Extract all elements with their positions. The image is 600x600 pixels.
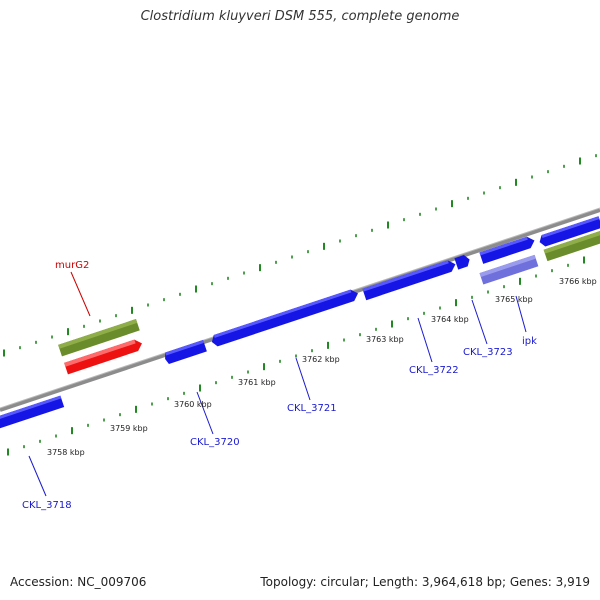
tick-row-upper bbox=[3, 154, 597, 357]
gene-upper-right bbox=[539, 216, 600, 247]
gene-ckl-3721 bbox=[211, 289, 359, 347]
gene-murG2 bbox=[64, 339, 142, 375]
topology-stats: Topology: circular; Length: 3,964,618 bp… bbox=[260, 575, 590, 589]
gene-label-murg2: murG2 bbox=[55, 260, 89, 271]
tick-row-lower bbox=[7, 256, 585, 456]
gene-label-ckl-3718: CKL_3718 bbox=[22, 500, 72, 511]
scale-label-3762: 3762 kbp bbox=[302, 355, 340, 364]
map-title: Clostridium kluyveri DSM 555, complete g… bbox=[140, 9, 460, 24]
gene-small-3722b bbox=[454, 255, 470, 270]
gene-label-ckl-3723: CKL_3723 bbox=[463, 347, 513, 358]
scale-label-3766: 3766 kbp bbox=[559, 277, 597, 286]
scale-label-3759: 3759 kbp bbox=[110, 424, 148, 433]
gene-ckl-3718 bbox=[0, 395, 65, 431]
gene-ckl-3723 bbox=[479, 236, 535, 264]
scale-label-3761: 3761 kbp bbox=[238, 378, 276, 387]
scale-label-3763: 3763 kbp bbox=[366, 335, 404, 344]
scale-label-3764: 3764 kbp bbox=[431, 315, 469, 324]
scale-label-3758: 3758 kbp bbox=[47, 448, 85, 457]
gene-ckl-3722 bbox=[362, 260, 456, 301]
scale-label-3760: 3760 kbp bbox=[174, 400, 212, 409]
gene-label-ckl-3721: CKL_3721 bbox=[287, 403, 337, 414]
gene-label-ipk: ipk bbox=[522, 336, 537, 347]
gene-label-ckl-3722: CKL_3722 bbox=[409, 365, 459, 376]
gene-ckl-3720 bbox=[165, 339, 207, 365]
scale-label-3765: 3765 kbp bbox=[495, 295, 533, 304]
accession-label: Accession: NC_009706 bbox=[10, 575, 147, 589]
gene-label-ckl-3720: CKL_3720 bbox=[190, 437, 240, 448]
